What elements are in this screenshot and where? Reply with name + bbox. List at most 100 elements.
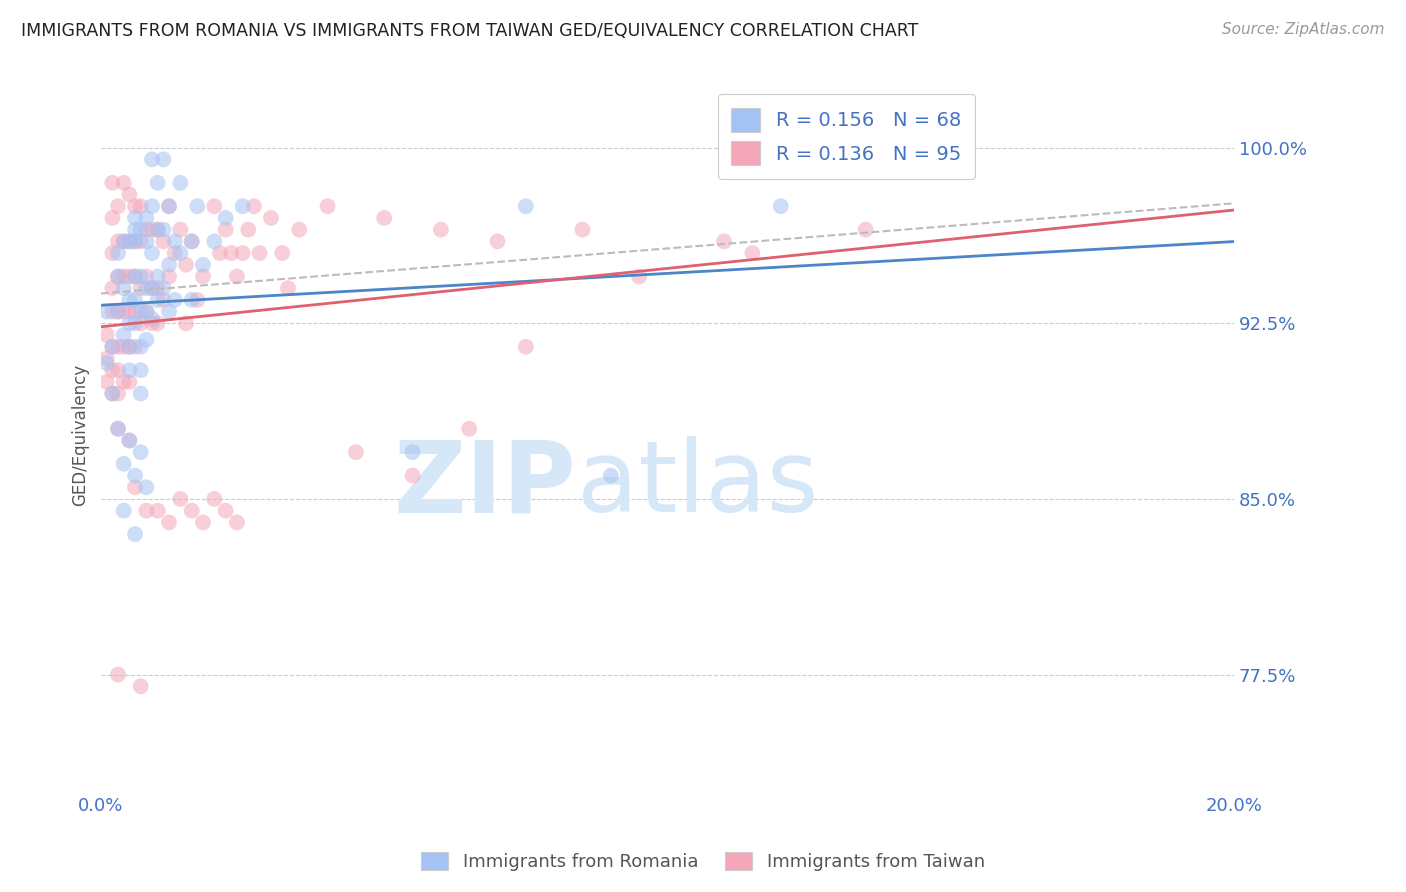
- Point: [107, 304, 129, 318]
- Point: [288, 222, 311, 236]
- Point: [208, 246, 231, 260]
- Point: [271, 246, 294, 260]
- Point: [713, 235, 735, 249]
- Point: [163, 246, 186, 260]
- Point: [96, 351, 118, 366]
- Point: [129, 316, 152, 330]
- Point: [141, 246, 163, 260]
- Point: [152, 222, 174, 236]
- Point: [96, 356, 118, 370]
- Point: [118, 375, 141, 389]
- Point: [124, 222, 146, 236]
- Point: [157, 304, 180, 318]
- Point: [112, 176, 135, 190]
- Point: [169, 222, 191, 236]
- Point: [107, 422, 129, 436]
- Point: [124, 235, 146, 249]
- Point: [101, 340, 124, 354]
- Point: [124, 304, 146, 318]
- Point: [118, 316, 141, 330]
- Point: [486, 235, 509, 249]
- Point: [107, 199, 129, 213]
- Point: [101, 176, 124, 190]
- Point: [157, 258, 180, 272]
- Point: [135, 281, 157, 295]
- Point: [226, 516, 249, 530]
- Point: [101, 363, 124, 377]
- Point: [124, 340, 146, 354]
- Point: [146, 222, 169, 236]
- Point: [180, 235, 202, 249]
- Point: [107, 667, 129, 681]
- Point: [107, 304, 129, 318]
- Point: [118, 434, 141, 448]
- Point: [101, 340, 124, 354]
- Point: [157, 199, 180, 213]
- Point: [101, 386, 124, 401]
- Point: [101, 281, 124, 295]
- Point: [146, 176, 169, 190]
- Point: [124, 527, 146, 541]
- Legend: R = 0.156   N = 68, R = 0.136   N = 95: R = 0.156 N = 68, R = 0.136 N = 95: [717, 95, 974, 178]
- Y-axis label: GED/Equivalency: GED/Equivalency: [72, 364, 89, 506]
- Point: [214, 222, 236, 236]
- Point: [152, 235, 174, 249]
- Point: [129, 445, 152, 459]
- Point: [186, 199, 208, 213]
- Point: [157, 269, 180, 284]
- Point: [129, 199, 152, 213]
- Point: [107, 246, 129, 260]
- Point: [112, 235, 135, 249]
- Point: [146, 269, 169, 284]
- Point: [152, 281, 174, 295]
- Point: [118, 304, 141, 318]
- Legend: Immigrants from Romania, Immigrants from Taiwan: Immigrants from Romania, Immigrants from…: [413, 845, 993, 879]
- Point: [107, 269, 129, 284]
- Point: [344, 445, 367, 459]
- Text: Source: ZipAtlas.com: Source: ZipAtlas.com: [1222, 22, 1385, 37]
- Text: ZIP: ZIP: [394, 436, 576, 533]
- Point: [101, 211, 124, 225]
- Point: [135, 304, 157, 318]
- Point: [191, 516, 214, 530]
- Point: [135, 211, 157, 225]
- Point: [124, 199, 146, 213]
- Point: [316, 199, 339, 213]
- Point: [243, 199, 266, 213]
- Point: [214, 211, 236, 225]
- Text: atlas: atlas: [576, 436, 818, 533]
- Point: [169, 176, 191, 190]
- Point: [107, 363, 129, 377]
- Point: [152, 293, 174, 307]
- Point: [430, 222, 453, 236]
- Point: [174, 258, 197, 272]
- Point: [599, 468, 621, 483]
- Point: [169, 491, 191, 506]
- Point: [214, 504, 236, 518]
- Point: [135, 235, 157, 249]
- Point: [118, 434, 141, 448]
- Point: [146, 281, 169, 295]
- Point: [112, 457, 135, 471]
- Point: [129, 340, 152, 354]
- Point: [129, 363, 152, 377]
- Point: [141, 311, 163, 326]
- Point: [124, 468, 146, 483]
- Point: [226, 269, 249, 284]
- Point: [249, 246, 271, 260]
- Point: [146, 222, 169, 236]
- Point: [174, 316, 197, 330]
- Point: [112, 269, 135, 284]
- Point: [373, 211, 395, 225]
- Point: [107, 235, 129, 249]
- Point: [163, 235, 186, 249]
- Point: [135, 222, 157, 236]
- Point: [124, 269, 146, 284]
- Point: [232, 199, 254, 213]
- Point: [118, 340, 141, 354]
- Point: [129, 222, 152, 236]
- Point: [135, 333, 157, 347]
- Point: [221, 246, 243, 260]
- Point: [191, 258, 214, 272]
- Point: [124, 480, 146, 494]
